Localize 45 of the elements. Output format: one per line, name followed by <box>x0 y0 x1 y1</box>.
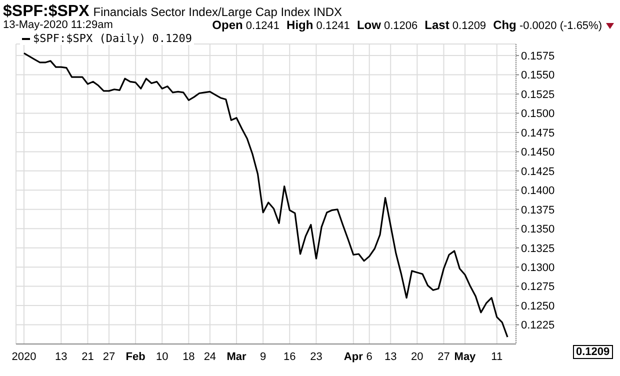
legend-label: $SPF:$SPX (Daily) 0.1209 <box>22 32 192 45</box>
x-tick-label: 20 <box>411 351 424 363</box>
x-tick-label: Feb <box>126 351 146 363</box>
x-tick-label: 2020 <box>12 351 36 363</box>
y-tick-label: 0.1575 <box>521 50 555 62</box>
x-tick-label: 18 <box>182 351 195 363</box>
text: 13-May-2020 11:29am <box>3 19 113 31</box>
y-tick-label: 0.1275 <box>521 281 555 294</box>
y-tick-label: 0.1250 <box>521 300 555 312</box>
x-tick-label: 11 <box>491 351 503 363</box>
x-tick-label: 16 <box>284 351 296 363</box>
x-tick-label: May <box>454 351 477 363</box>
chart-subtitle: Financials Sector Index/Large Cap Index INDX <box>93 5 342 19</box>
x-tick-label: 27 <box>438 351 450 363</box>
y-tick-label: 0.1550 <box>521 70 555 82</box>
text: Last 0.1209 <box>424 18 486 32</box>
x-tick-label: 13 <box>55 351 68 363</box>
y-tick-label: 0.1400 <box>521 185 555 198</box>
x-tick-label: 21 <box>82 351 94 363</box>
x-tick-label: 9 <box>260 351 266 363</box>
y-tick-label: 0.1475 <box>521 127 555 140</box>
x-tick-label: Mar <box>226 351 248 363</box>
y-tick-label: 0.1525 <box>521 88 555 101</box>
x-tick-label: 27 <box>102 351 116 363</box>
x-tick-label: 6 <box>366 351 372 363</box>
text: Open 0.1241 <box>212 18 280 32</box>
chart-title: $SPF:$SPX <box>3 3 90 20</box>
text: Chg -0.0020 (-1.65%) <box>493 18 602 32</box>
x-tick-label: Apr <box>344 351 364 363</box>
y-tick-label: 0.1300 <box>521 262 555 274</box>
x-tick-label: 13 <box>384 351 397 363</box>
line-series <box>23 52 508 338</box>
y-tick-label: 0.1450 <box>521 146 555 159</box>
x-tick-label: 23 <box>310 351 322 363</box>
y-tick-label: 0.1350 <box>521 224 555 236</box>
y-tick-label: 0.1325 <box>521 242 555 255</box>
text: High 0.1241 <box>286 18 350 32</box>
x-tick-label: 24 <box>204 351 216 363</box>
y-tick-label: 0.1500 <box>521 108 555 120</box>
x-tick-label: 10 <box>156 351 168 363</box>
y-tick-label: 0.1375 <box>521 204 555 216</box>
text: 0.1209 <box>573 345 613 360</box>
y-tick-label: 0.1225 <box>521 320 555 332</box>
text: Low 0.1206 <box>356 18 418 32</box>
y-tick-label: 0.1425 <box>521 166 555 178</box>
